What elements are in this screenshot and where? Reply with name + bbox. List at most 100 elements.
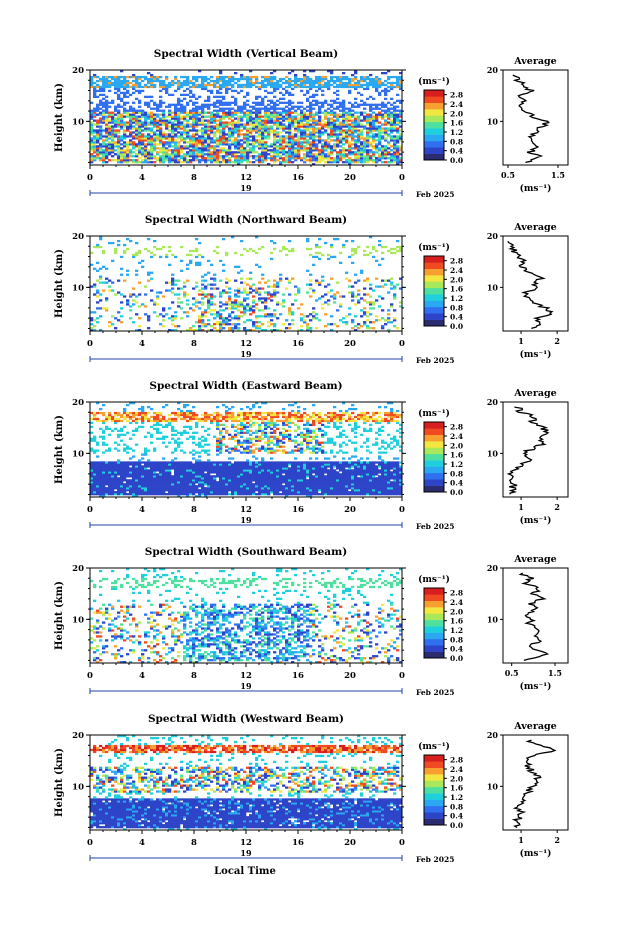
- heatmap-cell: [93, 114, 96, 116]
- heatmap-cell: [93, 76, 96, 78]
- heatmap-cell: [324, 481, 327, 483]
- heatmap-cell: [141, 155, 144, 157]
- heatmap-cell: [252, 145, 255, 147]
- heatmap-cell: [282, 293, 285, 295]
- heatmap-cell: [153, 86, 156, 88]
- heatmap-cell: [357, 104, 360, 106]
- heatmap-cell: [354, 88, 357, 90]
- heatmap-cell: [381, 327, 384, 329]
- heatmap-cell: [360, 272, 363, 274]
- heatmap-cell: [390, 303, 393, 305]
- heatmap-cell: [105, 278, 108, 280]
- heatmap-cell: [219, 491, 222, 493]
- heatmap-cell: [390, 129, 393, 131]
- heatmap-cell: [93, 116, 96, 118]
- heatmap-cell: [153, 114, 156, 116]
- heatmap-cell: [369, 252, 372, 254]
- heatmap-cell: [375, 147, 378, 149]
- heatmap-cell: [330, 145, 333, 147]
- heatmap-cell: [99, 151, 102, 153]
- heatmap-cell: [153, 311, 156, 313]
- heatmap-cell: [126, 141, 129, 143]
- heatmap-cell: [141, 266, 144, 268]
- heatmap-cell: [351, 147, 354, 149]
- heatmap-cell: [315, 485, 318, 487]
- heatmap-cell: [219, 280, 222, 282]
- heatmap-cell: [204, 131, 207, 133]
- heatmap-cell: [186, 151, 189, 153]
- heatmap-cell: [153, 133, 156, 135]
- heatmap-cell: [168, 104, 171, 106]
- heatmap-cell: [252, 157, 255, 159]
- heatmap-cell: [297, 289, 300, 291]
- heatmap-cell: [105, 151, 108, 153]
- heatmap-cell: [273, 88, 276, 90]
- heatmap-cell: [309, 284, 312, 286]
- heatmap-cell: [333, 157, 336, 159]
- heatmap-cell: [324, 493, 327, 495]
- heatmap-cell: [216, 315, 219, 317]
- heatmap-cell: [225, 114, 228, 116]
- heatmap-cell: [273, 149, 276, 151]
- heatmap-cell: [288, 157, 291, 159]
- heatmap-cell: [162, 157, 165, 159]
- heatmap-cell: [201, 76, 204, 78]
- heatmap-cell: [348, 145, 351, 147]
- heatmap-cell: [273, 139, 276, 141]
- heatmap-cell: [156, 114, 159, 116]
- heatmap-cell: [273, 315, 276, 317]
- heatmap-cell: [114, 133, 117, 135]
- heatmap-cell: [132, 481, 135, 483]
- heatmap-cell: [306, 323, 309, 325]
- heatmap-cell: [318, 116, 321, 118]
- heatmap-cell: [147, 481, 150, 483]
- heatmap-cell: [144, 493, 147, 495]
- heatmap-cell: [177, 325, 180, 327]
- heatmap-cell: [198, 483, 201, 485]
- heatmap-cell: [384, 137, 387, 139]
- heatmap-cell: [288, 121, 291, 123]
- heatmap-cell: [177, 84, 180, 86]
- heatmap-cell: [303, 137, 306, 139]
- heatmap-cell: [300, 317, 303, 319]
- heatmap-cell: [150, 118, 153, 120]
- heatmap-cell: [276, 301, 279, 303]
- heatmap-cell: [183, 291, 186, 293]
- heatmap-cell: [270, 106, 273, 108]
- heatmap-cell: [237, 86, 240, 88]
- heatmap-cell: [273, 121, 276, 123]
- heatmap-cell: [117, 76, 120, 78]
- heatmap-cell: [315, 153, 318, 155]
- heatmap-cell: [309, 135, 312, 137]
- heatmap-cell: [228, 299, 231, 301]
- heatmap-cell: [234, 266, 237, 268]
- heatmap-cell: [234, 295, 237, 297]
- heatmap-cell: [183, 155, 186, 157]
- heatmap-cell: [351, 110, 354, 112]
- heatmap-cell: [297, 143, 300, 145]
- heatmap-cell: [93, 90, 96, 92]
- heatmap-cell: [219, 86, 222, 88]
- heatmap-cell: [168, 159, 171, 161]
- heatmap-cell: [354, 141, 357, 143]
- heatmap-cell: [276, 119, 279, 121]
- heatmap-cell: [381, 110, 384, 112]
- heatmap-cell: [240, 112, 243, 114]
- heatmap-cell: [348, 110, 351, 112]
- heatmap-cell: [171, 80, 174, 82]
- heatmap-cell: [390, 485, 393, 487]
- heatmap-cell: [114, 82, 117, 84]
- heatmap-cell: [252, 485, 255, 487]
- heatmap-cell: [147, 80, 150, 82]
- heatmap-cell: [273, 76, 276, 78]
- heatmap-cell: [150, 161, 153, 163]
- heatmap-cell: [297, 151, 300, 153]
- heatmap-cell: [339, 104, 342, 106]
- heatmap-cell: [210, 161, 213, 163]
- heatmap-cell: [351, 119, 354, 121]
- heatmap-cell: [354, 155, 357, 157]
- heatmap-cell: [348, 133, 351, 135]
- heatmap-cell: [162, 161, 165, 163]
- avg-x-axis-label: (ms⁻¹): [520, 349, 552, 360]
